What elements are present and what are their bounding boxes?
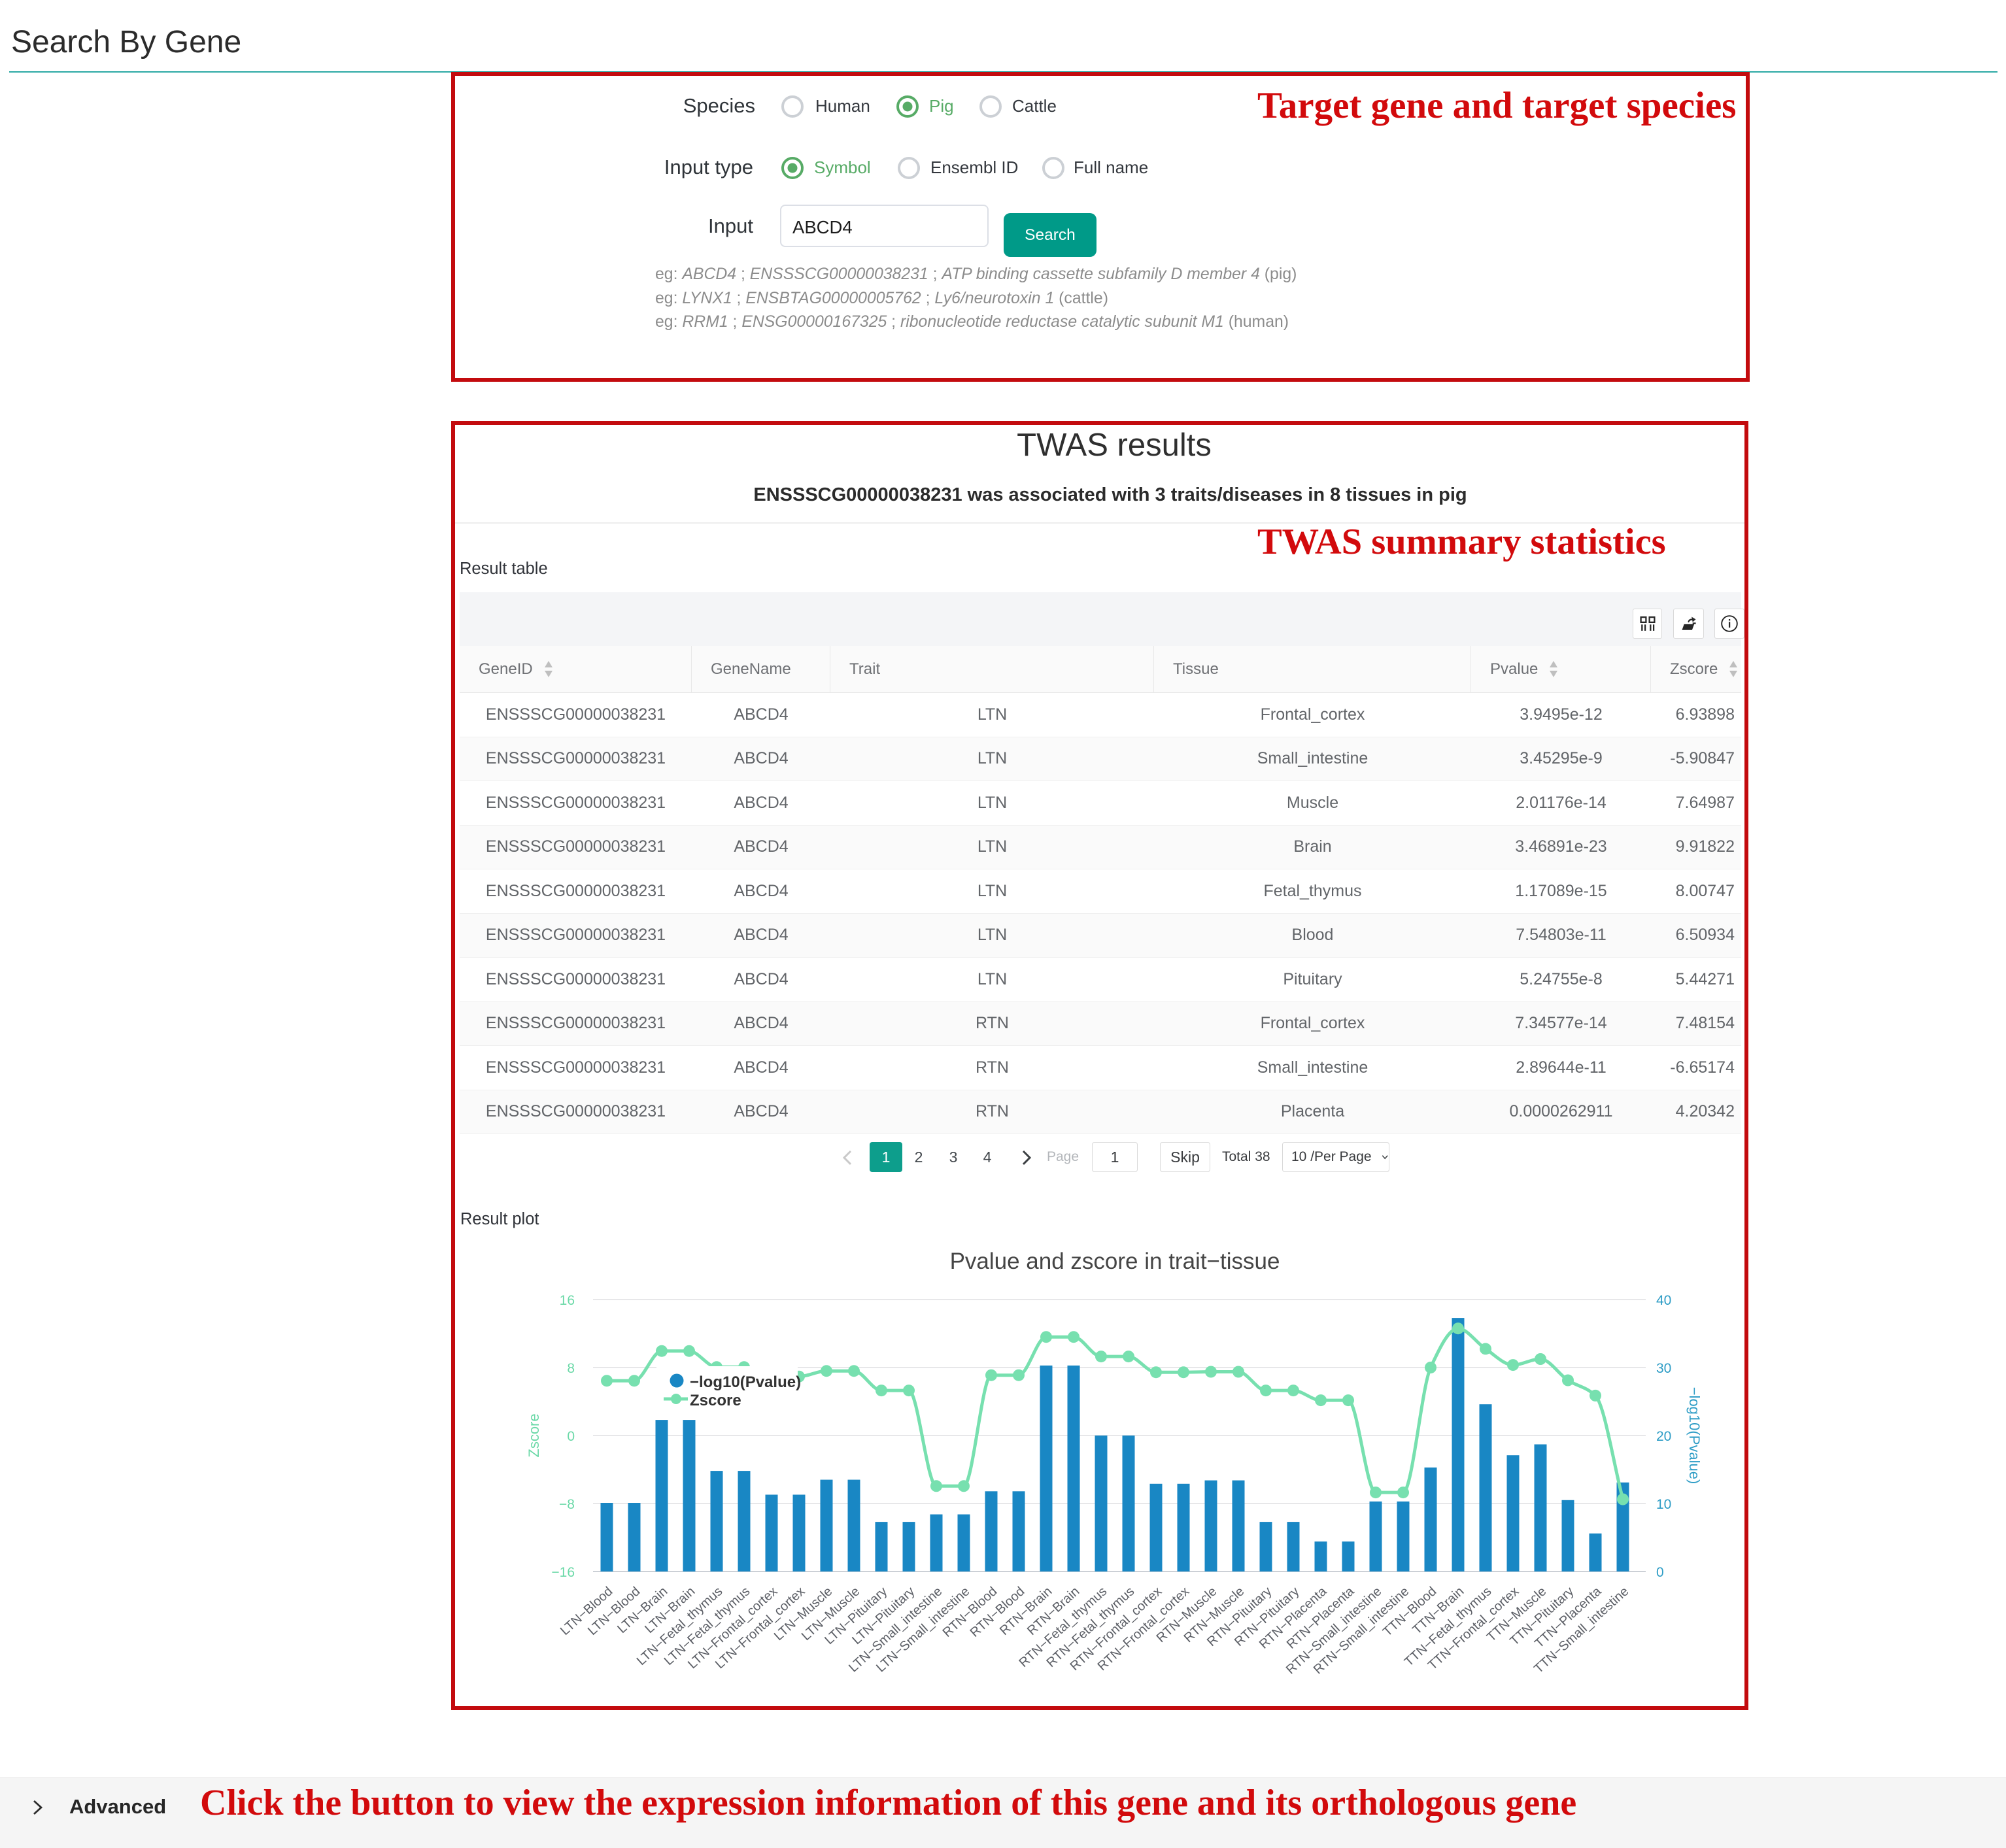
svg-text:20: 20 — [1656, 1429, 1671, 1444]
svg-text:−log10(Pvalue): −log10(Pvalue) — [1686, 1387, 1703, 1485]
svg-text:40: 40 — [1656, 1293, 1671, 1308]
svg-text:8: 8 — [567, 1361, 575, 1376]
svg-text:16: 16 — [560, 1293, 575, 1308]
svg-text:−8: −8 — [559, 1497, 575, 1512]
svg-text:30: 30 — [1656, 1361, 1671, 1376]
svg-text:−log10(Pvalue): −log10(Pvalue) — [690, 1373, 801, 1391]
svg-text:−16: −16 — [551, 1565, 575, 1580]
svg-text:0: 0 — [567, 1429, 575, 1444]
svg-text:Zscore: Zscore — [690, 1392, 741, 1409]
svg-text:0: 0 — [1656, 1565, 1664, 1580]
svg-text:Zscore: Zscore — [526, 1413, 542, 1457]
svg-text:Pvalue and zscore in trait−tis: Pvalue and zscore in trait−tissue — [950, 1249, 1280, 1274]
svg-text:10: 10 — [1656, 1497, 1671, 1512]
